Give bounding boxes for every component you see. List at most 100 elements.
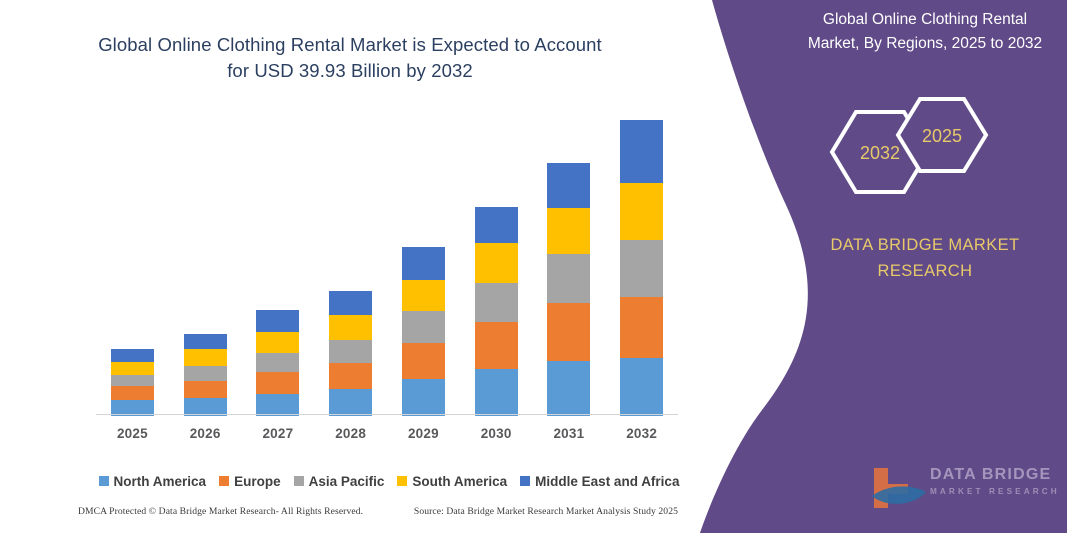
stacked-bar[interactable] xyxy=(183,333,227,416)
brand-name-line-1: DATA BRIDGE MARKET xyxy=(830,236,1020,254)
legend-label: Middle East and Africa xyxy=(535,473,680,489)
bar-segment[interactable] xyxy=(620,183,664,241)
bar-segment[interactable] xyxy=(620,358,664,416)
legend-item-south-america[interactable]: South America xyxy=(397,474,507,489)
bar-segment[interactable] xyxy=(256,331,300,353)
legend-label: South America xyxy=(412,473,508,489)
bar-segment[interactable] xyxy=(256,353,300,373)
bar-series-container xyxy=(96,120,678,416)
logo-swoosh-icon xyxy=(872,486,926,504)
axis-baseline xyxy=(96,414,678,415)
bar-segment[interactable] xyxy=(547,208,591,254)
hexagon-2025-label: 2025 xyxy=(922,126,962,146)
x-axis-label-2031: 2031 xyxy=(553,425,585,441)
bar-segment[interactable] xyxy=(183,366,227,382)
bar-segment[interactable] xyxy=(110,386,154,401)
legend-swatch-icon xyxy=(219,476,230,486)
footer: DMCA Protected © Data Bridge Market Rese… xyxy=(78,506,678,517)
legend-label: Europe xyxy=(234,473,281,489)
bar-segment[interactable] xyxy=(474,369,518,416)
bar-group-2026[interactable] xyxy=(169,333,241,416)
hexagon-badges: 2032 2025 xyxy=(820,95,1020,210)
legend-item-europe[interactable]: Europe xyxy=(219,474,281,489)
chart-title-line-2: for USD 39.93 Billion by 2032 xyxy=(227,60,473,81)
bar-group-2025[interactable] xyxy=(96,349,168,416)
x-axis-label-2028: 2028 xyxy=(335,425,367,441)
bar-segment[interactable] xyxy=(401,343,445,379)
bar-segment[interactable] xyxy=(401,378,445,416)
right-panel-title: Global Online Clothing Rental Market, By… xyxy=(790,8,1060,56)
x-axis-label-2027: 2027 xyxy=(262,425,294,441)
bar-segment[interactable] xyxy=(183,333,227,350)
legend-label: North America xyxy=(113,473,207,489)
stacked-bar[interactable] xyxy=(474,206,518,416)
logo-main-text: DATA BRIDGE xyxy=(930,466,1052,483)
bar-segment[interactable] xyxy=(620,240,664,297)
bar-segment[interactable] xyxy=(110,349,154,362)
bar-segment[interactable] xyxy=(401,279,445,312)
brand-name: DATA BRIDGE MARKET RESEARCH xyxy=(800,232,1050,284)
x-axis-labels: 2025 2026 2027 2028 2029 2030 2031 2032 xyxy=(96,422,678,444)
bar-segment[interactable] xyxy=(183,381,227,399)
stacked-bar[interactable] xyxy=(401,247,445,416)
bar-segment[interactable] xyxy=(183,349,227,367)
x-axis-label-2030: 2030 xyxy=(480,425,512,441)
bar-segment[interactable] xyxy=(110,361,154,375)
legend-label: Asia Pacific xyxy=(308,473,385,489)
bar-group-2032[interactable] xyxy=(606,120,678,416)
bar-group-2028[interactable] xyxy=(315,291,387,416)
bar-group-2027[interactable] xyxy=(242,310,314,416)
legend-item-asia-pacific[interactable]: Asia Pacific xyxy=(293,473,385,489)
bar-segment[interactable] xyxy=(329,339,373,363)
bar-segment[interactable] xyxy=(620,296,664,359)
bar-segment[interactable] xyxy=(256,372,300,394)
bar-group-2031[interactable] xyxy=(533,163,605,416)
company-logo xyxy=(870,462,1050,514)
stacked-bar[interactable] xyxy=(547,163,591,416)
bar-group-2029[interactable] xyxy=(387,247,459,416)
footer-copyright: DMCA Protected © Data Bridge Market Rese… xyxy=(78,506,364,517)
bar-segment[interactable] xyxy=(110,374,154,387)
company-logo-text: DATA BRIDGE MARKET RESEARCH xyxy=(930,466,1060,496)
bar-segment[interactable] xyxy=(401,311,445,344)
bar-segment[interactable] xyxy=(547,303,591,362)
bar-segment[interactable] xyxy=(474,321,518,370)
x-axis-label-2032: 2032 xyxy=(626,425,658,441)
bar-segment[interactable] xyxy=(547,253,591,304)
bar-segment[interactable] xyxy=(329,291,373,316)
bar-segment[interactable] xyxy=(547,361,591,416)
legend-swatch-icon xyxy=(397,476,408,486)
bar-segment[interactable] xyxy=(547,163,591,209)
right-panel-title-line-1: Global Online Clothing Rental xyxy=(822,11,1028,28)
bar-segment[interactable] xyxy=(329,389,373,416)
logo-sub-text: MARKET RESEARCH xyxy=(930,487,1060,496)
legend-swatch-icon xyxy=(98,476,109,486)
stacked-bar[interactable] xyxy=(256,310,300,416)
bar-segment[interactable] xyxy=(474,282,518,322)
bar-segment[interactable] xyxy=(620,120,664,184)
bar-segment[interactable] xyxy=(329,362,373,390)
bar-segment[interactable] xyxy=(256,393,300,416)
x-axis-label-2029: 2029 xyxy=(407,425,439,441)
stacked-bar[interactable] xyxy=(620,120,664,416)
x-axis-label-2026: 2026 xyxy=(189,425,221,441)
legend-swatch-icon xyxy=(293,476,304,486)
x-axis-label-2025: 2025 xyxy=(116,425,148,441)
bar-segment[interactable] xyxy=(329,315,373,340)
footer-source: Source: Data Bridge Market Research Mark… xyxy=(413,506,678,517)
bar-group-2030[interactable] xyxy=(460,206,532,416)
stacked-bar[interactable] xyxy=(110,349,154,416)
stacked-bar[interactable] xyxy=(329,291,373,416)
chart-panel: Global Online Clothing Rental Market is … xyxy=(78,34,679,517)
bar-segment[interactable] xyxy=(474,206,518,244)
bar-segment[interactable] xyxy=(401,247,445,280)
plot-area xyxy=(96,120,678,416)
legend-item-middle-east-and-africa[interactable]: Middle East and Africa xyxy=(520,474,679,489)
bar-segment[interactable] xyxy=(110,400,154,416)
bar-segment[interactable] xyxy=(183,398,227,416)
bar-segment[interactable] xyxy=(256,310,300,332)
bar-segment[interactable] xyxy=(474,243,518,283)
right-panel-title-line-2: Market, By Regions, 2025 to 2032 xyxy=(807,35,1043,52)
legend-item-north-america[interactable]: North America xyxy=(98,473,207,489)
